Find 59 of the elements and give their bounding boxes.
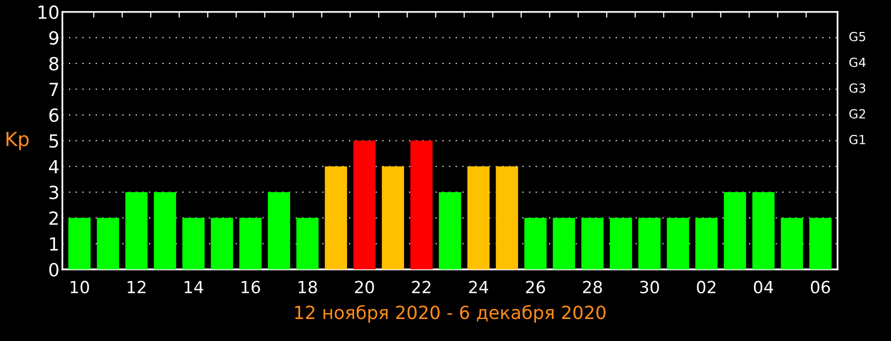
y-axis-title: Kp xyxy=(6,132,29,150)
bar xyxy=(382,166,404,270)
ref-line-label: G5 xyxy=(849,32,866,42)
y-tick-label: 5 xyxy=(50,134,58,148)
bar xyxy=(410,140,433,270)
x-tick-label: 26 xyxy=(526,280,546,294)
y-tick-label: 4 xyxy=(48,160,59,174)
x-tick-label: 28 xyxy=(583,280,602,294)
bar xyxy=(467,166,490,270)
bar xyxy=(438,192,462,270)
x-tick-label: 30 xyxy=(640,280,659,294)
bar xyxy=(125,192,148,270)
bar xyxy=(695,218,718,270)
bar xyxy=(68,218,91,270)
y-tick-label: 0 xyxy=(49,262,58,277)
bar xyxy=(780,218,804,270)
bar xyxy=(96,218,120,270)
x-tick-label: 24 xyxy=(469,280,488,294)
y-tick-label: 1 xyxy=(50,237,58,251)
y-tick-label: 7 xyxy=(50,82,58,96)
ref-line-label: G2 xyxy=(849,109,866,119)
bar xyxy=(524,218,547,270)
x-tick-label: 10 xyxy=(70,280,89,294)
ref-line-label: G3 xyxy=(849,83,866,93)
ref-line-label: G1 xyxy=(849,134,866,144)
bar xyxy=(638,218,661,270)
bar xyxy=(154,192,176,270)
x-axis-title: 12 ноября 2020 - 6 декабря 2020 xyxy=(295,304,606,323)
y-tick-label: 3 xyxy=(49,186,58,200)
bar xyxy=(182,218,205,270)
bar xyxy=(353,140,376,270)
y-tick-label: 9 xyxy=(49,31,58,45)
bar xyxy=(268,192,290,270)
x-tick-label: 06 xyxy=(810,280,830,294)
y-tick-label: 8 xyxy=(49,56,58,71)
x-tick-label: 20 xyxy=(355,280,374,294)
x-tick-label: 02 xyxy=(696,280,716,294)
x-tick-label: 14 xyxy=(184,281,204,294)
bar xyxy=(752,192,775,270)
y-tick-label: 10 xyxy=(38,5,58,20)
bar xyxy=(809,218,832,270)
x-tick-label: 12 xyxy=(128,280,146,294)
bar xyxy=(610,218,632,270)
ref-line-label: G4 xyxy=(849,58,866,68)
bar xyxy=(324,166,348,270)
x-tick-label: 16 xyxy=(242,280,260,294)
bar xyxy=(666,218,690,270)
bar xyxy=(239,218,262,270)
bar xyxy=(496,166,518,270)
bar xyxy=(724,192,746,270)
bar xyxy=(210,218,234,270)
bar xyxy=(552,218,576,270)
bar xyxy=(296,218,319,270)
y-tick-label: 2 xyxy=(49,211,58,225)
y-tick-label: 6 xyxy=(49,108,58,122)
x-tick-label: 04 xyxy=(754,280,774,294)
bar xyxy=(581,218,604,270)
x-tick-label: 18 xyxy=(298,280,317,294)
x-tick-label: 22 xyxy=(412,280,430,294)
